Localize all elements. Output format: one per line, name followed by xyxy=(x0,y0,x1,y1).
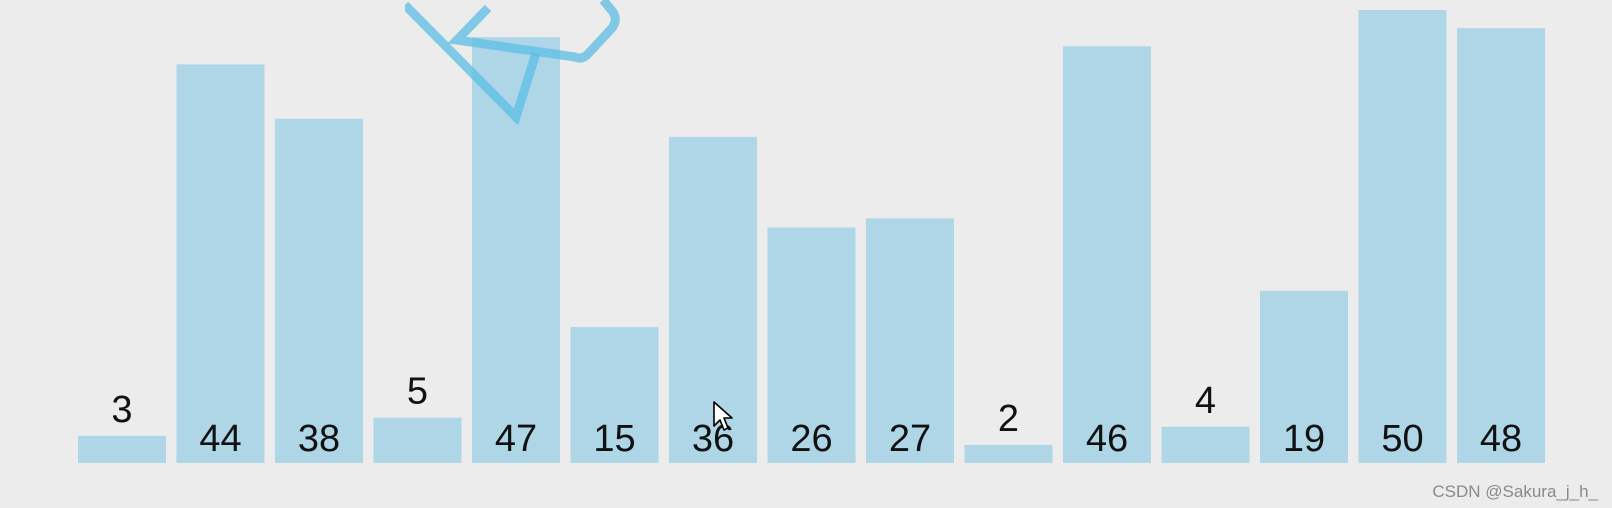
checkbox-logo-icon xyxy=(405,0,620,125)
bar-3 xyxy=(373,417,462,463)
bar-label-14: 48 xyxy=(1480,418,1522,460)
bar-label-8: 27 xyxy=(889,418,931,460)
bar-13 xyxy=(1358,10,1447,463)
bar-6 xyxy=(669,136,757,463)
bar-5 xyxy=(570,327,659,463)
bar-label-10: 46 xyxy=(1086,418,1128,460)
bar-10 xyxy=(1063,46,1151,464)
bar-label-13: 50 xyxy=(1381,418,1423,460)
bar-label-1: 44 xyxy=(199,418,241,460)
bar-1 xyxy=(176,64,265,464)
bar-label-11: 4 xyxy=(1195,380,1216,422)
bar-0 xyxy=(78,435,166,463)
bar-7 xyxy=(767,227,856,463)
bar-label-3: 5 xyxy=(407,371,428,413)
bar-label-7: 26 xyxy=(790,418,832,460)
bar-label-5: 15 xyxy=(593,418,635,460)
bar-11 xyxy=(1161,426,1250,463)
bar-label-12: 19 xyxy=(1283,418,1325,460)
bar-2 xyxy=(275,118,363,463)
bar-label-9: 2 xyxy=(998,398,1019,440)
bar-label-2: 38 xyxy=(298,418,340,460)
bar-14 xyxy=(1457,28,1545,464)
bar-label-4: 47 xyxy=(495,418,537,460)
mouse-pointer-icon xyxy=(713,401,733,431)
bar-9 xyxy=(964,444,1053,463)
bar-12 xyxy=(1260,290,1348,463)
bar-label-0: 3 xyxy=(111,389,132,431)
watermark-text: CSDN @Sakura_j_h_ xyxy=(1432,482,1598,501)
bar-8 xyxy=(866,218,954,463)
